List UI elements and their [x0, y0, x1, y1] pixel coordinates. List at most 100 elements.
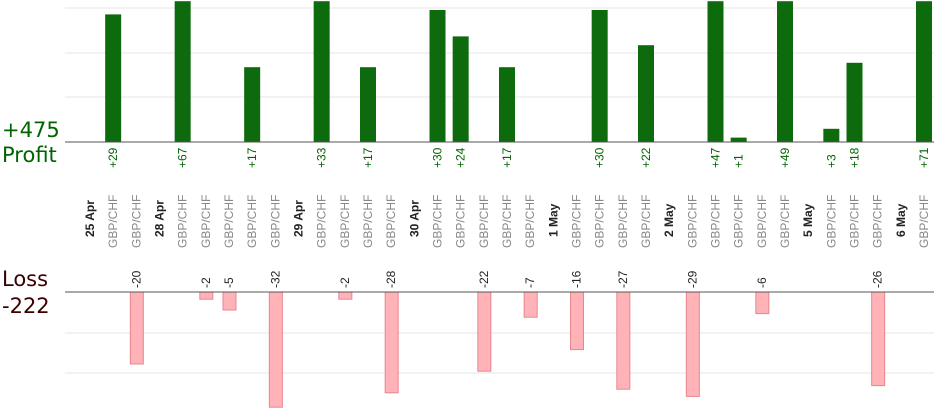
profit-value-label: +17	[361, 147, 375, 168]
loss-bar	[129, 291, 144, 365]
profit-bar	[823, 128, 840, 142]
pair-label: GBP/CHF	[616, 195, 630, 248]
loss-value-label: -16	[570, 270, 584, 288]
date-label: 1 May	[546, 203, 560, 237]
pair-label: GBP/CHF	[384, 195, 398, 248]
date-label: 25 Apr	[83, 200, 97, 237]
profit-bar	[499, 67, 515, 142]
labels: 25 Apr GBP/CHF +29 GBP/CHF -20 28 Apr GBP/CHF +…	[83, 147, 931, 288]
loss-bar	[199, 291, 214, 300]
profit-bar	[429, 10, 446, 142]
pair-label: GBP/CHF	[732, 195, 746, 248]
profit-bar	[452, 36, 469, 142]
loss-value-label: -22	[477, 270, 491, 288]
loss-bar	[222, 291, 237, 311]
profit-bar	[360, 67, 376, 142]
loss-total: -222	[2, 294, 50, 318]
profit-total: +475	[2, 118, 60, 142]
loss-bar	[523, 291, 538, 318]
gridlines	[65, 7, 934, 374]
pair-label: GBP/CHF	[477, 195, 491, 248]
date-label: 5 May	[801, 203, 815, 237]
pair-label: GBP/CHF	[917, 195, 931, 248]
pair-label: GBP/CHF	[523, 195, 537, 248]
pair-label: GBP/CHF	[570, 195, 584, 248]
pair-label: GBP/CHF	[315, 195, 329, 248]
loss-value-label: -6	[755, 277, 769, 288]
profit-value-label: +3	[824, 154, 838, 168]
loss-value-label: -26	[871, 270, 885, 288]
pair-label: GBP/CHF	[848, 195, 862, 248]
loss-bar	[616, 291, 631, 390]
pair-label: GBP/CHF	[639, 195, 653, 248]
pair-label: GBP/CHF	[361, 195, 375, 248]
axes	[65, 141, 934, 293]
profit-bar	[707, 1, 724, 143]
date-label: 30 Apr	[407, 200, 421, 237]
profit-bar	[244, 67, 261, 142]
profit-value-label: +18	[848, 147, 862, 168]
profit-bar	[916, 1, 932, 143]
loss-value-label: -28	[384, 270, 398, 288]
pair-label: GBP/CHF	[176, 195, 190, 248]
pair-label: GBP/CHF	[106, 195, 120, 248]
date-label: 29 Apr	[292, 200, 306, 237]
profit-bar	[313, 1, 330, 143]
profit-bar	[638, 45, 654, 143]
profit-label: Profit	[2, 143, 57, 167]
profit-bar	[730, 137, 747, 142]
loss-value-label: -7	[523, 277, 537, 288]
loss-value-label: -2	[338, 277, 352, 288]
pair-label: GBP/CHF	[245, 195, 259, 248]
profit-value-label: +17	[500, 147, 514, 168]
loss-bar	[338, 291, 353, 300]
loss-bar	[685, 291, 700, 397]
profit-value-label: +67	[176, 147, 190, 168]
profit-bar	[846, 62, 863, 142]
loss-label: Loss	[2, 267, 49, 291]
loss-value-label: -32	[268, 270, 282, 288]
profit-value-label: +17	[245, 147, 259, 168]
profit-value-label: +71	[917, 147, 931, 168]
pair-label: GBP/CHF	[454, 195, 468, 248]
loss-value-label: -2	[199, 277, 213, 288]
profit-value-label: +1	[732, 154, 746, 168]
pair-label: GBP/CHF	[778, 195, 792, 248]
bars	[105, 1, 932, 408]
profit-value-label: +30	[593, 147, 607, 168]
pair-label: GBP/CHF	[338, 195, 352, 248]
loss-value-label: -5	[222, 277, 236, 288]
profit-value-label: +22	[639, 147, 653, 168]
profit-value-label: +29	[106, 147, 120, 168]
pair-label: GBP/CHF	[268, 195, 282, 248]
pair-label: GBP/CHF	[824, 195, 838, 248]
profit-value-label: +30	[431, 147, 445, 168]
loss-bar	[268, 291, 283, 408]
pair-label: GBP/CHF	[129, 195, 143, 248]
pair-label: GBP/CHF	[685, 195, 699, 248]
pair-label: GBP/CHF	[222, 195, 236, 248]
pair-label: GBP/CHF	[709, 195, 723, 248]
profit-bar	[591, 10, 608, 142]
date-label: 6 May	[894, 203, 908, 237]
profit-value-label: +47	[709, 147, 723, 168]
date-label: 2 May	[662, 203, 676, 237]
loss-bar	[570, 291, 584, 351]
loss-bar	[477, 291, 492, 372]
profit-value-label: +49	[778, 147, 792, 168]
pair-label: GBP/CHF	[871, 195, 885, 248]
pair-label: GBP/CHF	[431, 195, 445, 248]
profit-bar	[174, 1, 191, 143]
pair-label: GBP/CHF	[755, 195, 769, 248]
loss-bar	[871, 291, 886, 387]
profit-value-label: +24	[454, 147, 468, 168]
profit-bar	[777, 1, 793, 143]
loss-value-label: -27	[616, 270, 630, 288]
loss-bar	[755, 291, 770, 315]
loss-bar	[384, 291, 399, 394]
date-label: 28 Apr	[153, 200, 167, 237]
profit-value-label: +33	[315, 147, 329, 168]
loss-value-label: -20	[129, 270, 143, 288]
pair-label: GBP/CHF	[199, 195, 213, 248]
